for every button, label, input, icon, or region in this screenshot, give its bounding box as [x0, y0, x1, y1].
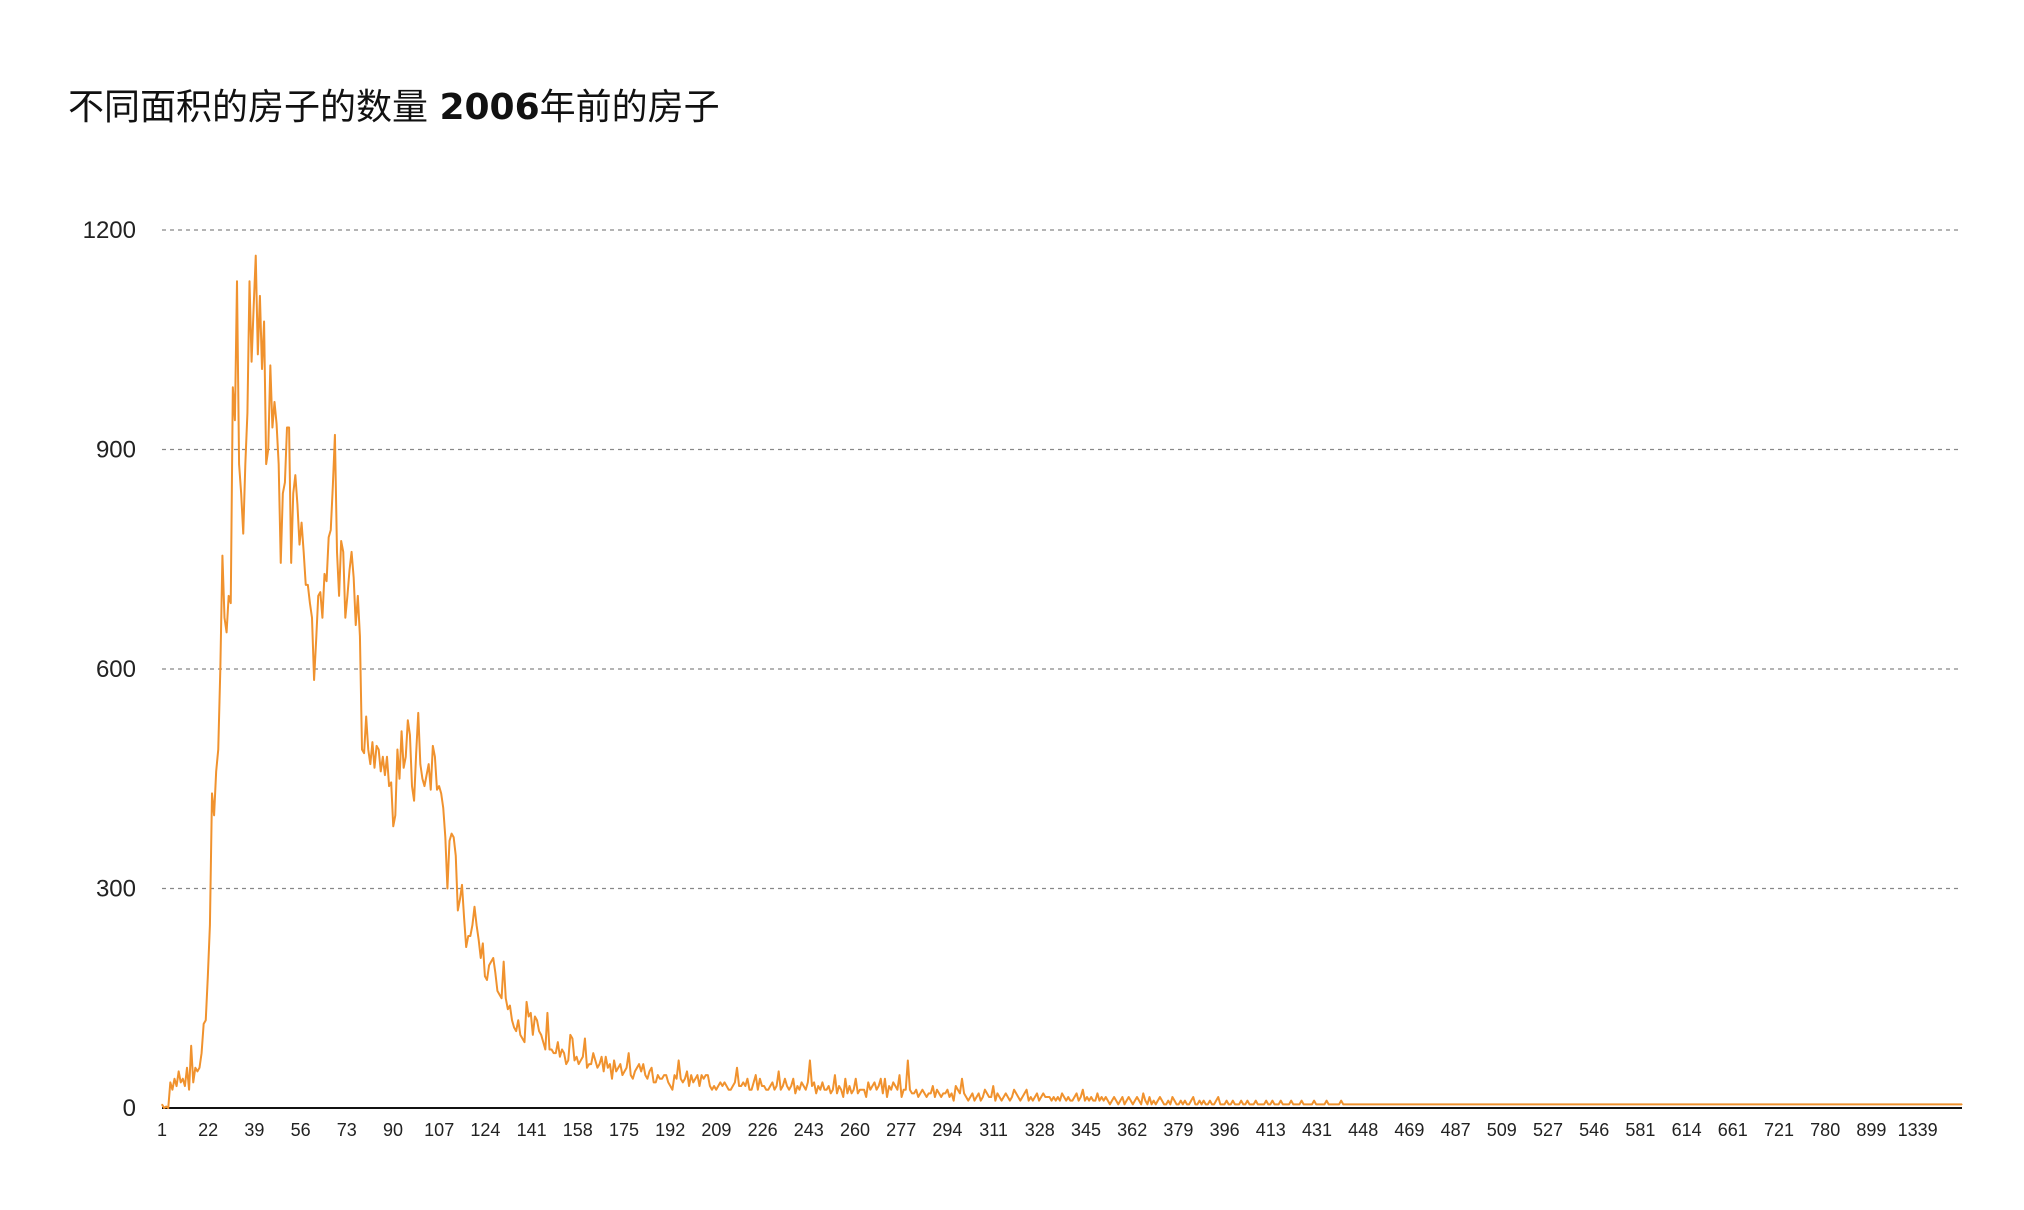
- x-tick-label: 487: [1441, 1120, 1471, 1140]
- x-tick-label: 899: [1856, 1120, 1886, 1140]
- series-line: [161, 254, 1962, 1109]
- y-tick-label: 0: [123, 1095, 136, 1122]
- y-axis-ticks: 0 300 600 900 1200: [83, 217, 136, 1122]
- x-tick-label: 73: [337, 1120, 357, 1140]
- x-tick-label: 209: [701, 1120, 731, 1140]
- x-tick-label: 581: [1625, 1120, 1655, 1140]
- x-tick-label: 345: [1071, 1120, 1101, 1140]
- x-tick-label: 192: [655, 1120, 685, 1140]
- x-tick-label: 362: [1117, 1120, 1147, 1140]
- x-tick-label: 379: [1163, 1120, 1193, 1140]
- chart-title: 不同面积的房子的数量 2006年前的房子: [68, 78, 720, 130]
- x-tick-label: 509: [1487, 1120, 1517, 1140]
- x-tick-label: 22: [198, 1120, 218, 1140]
- y-tick-label: 300: [96, 876, 136, 903]
- gridlines: [162, 229, 1962, 890]
- x-tick-label: 124: [470, 1120, 500, 1140]
- x-tick-label: 780: [1810, 1120, 1840, 1140]
- title-suffix: 年前的房子: [539, 87, 720, 128]
- x-tick-label: 226: [748, 1120, 778, 1140]
- x-tick-label: 39: [244, 1120, 264, 1140]
- x-tick-label: 141: [517, 1120, 547, 1140]
- series-points: [161, 255, 1963, 1109]
- x-tick-label: 260: [840, 1120, 870, 1140]
- x-tick-label: 614: [1672, 1120, 1702, 1140]
- x-tick-label: 158: [563, 1120, 593, 1140]
- x-tick-label: 527: [1533, 1120, 1563, 1140]
- y-tick-label: 1200: [83, 217, 136, 244]
- x-tick-label: 294: [932, 1120, 962, 1140]
- x-tick-label: 243: [794, 1120, 824, 1140]
- x-tick-label: 448: [1348, 1120, 1378, 1140]
- x-tick-label: 107: [424, 1120, 454, 1140]
- title-year: 2006: [439, 87, 540, 128]
- x-tick-label: 1339: [1898, 1120, 1938, 1140]
- x-tick-label: 56: [291, 1120, 311, 1140]
- x-tick-label: 546: [1579, 1120, 1609, 1140]
- x-tick-label: 175: [609, 1120, 639, 1140]
- x-tick-label: 413: [1256, 1120, 1286, 1140]
- x-tick-label: 469: [1394, 1120, 1424, 1140]
- x-tick-label: 661: [1718, 1120, 1748, 1140]
- x-tick-label: 311: [979, 1120, 1008, 1140]
- x-tick-label: 328: [1025, 1120, 1055, 1140]
- y-tick-label: 900: [96, 437, 136, 464]
- x-tick-label: 1: [157, 1120, 167, 1140]
- x-tick-label: 721: [1764, 1120, 1794, 1140]
- x-tick-label: 431: [1302, 1120, 1332, 1140]
- x-axis-ticks: 1 22 39 56 73 90 107 124 141 158 175 192 209 226 243 26…: [157, 1120, 1938, 1140]
- y-tick-label: 600: [96, 656, 136, 683]
- x-tick-label: 277: [886, 1120, 916, 1140]
- title-prefix: 不同面积的房子的数量: [68, 87, 440, 128]
- x-tick-label: 396: [1210, 1120, 1240, 1140]
- x-tick-label: 90: [383, 1120, 403, 1140]
